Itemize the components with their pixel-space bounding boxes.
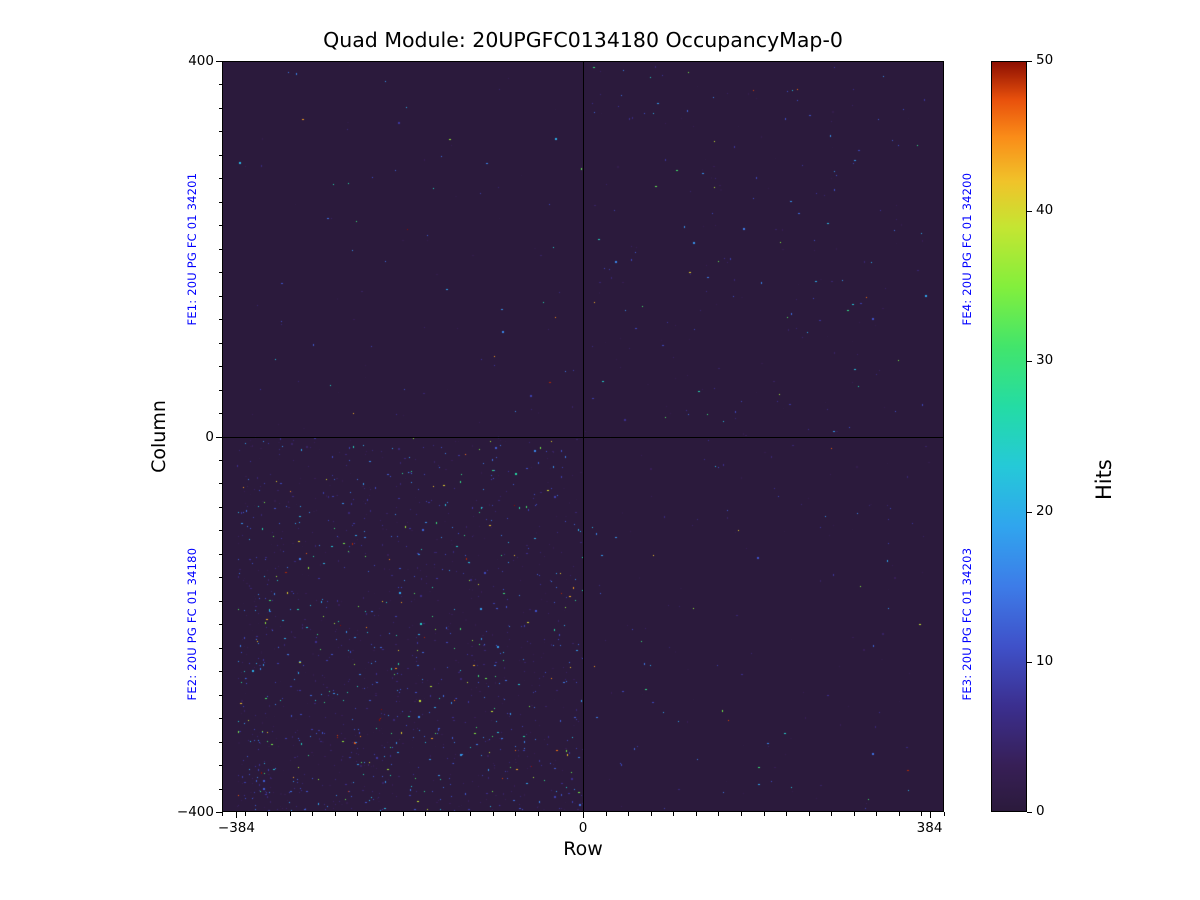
x-minor-tick <box>650 812 652 816</box>
colorbar-tick-label: 50 <box>1036 52 1054 68</box>
x-tick-label: −384 <box>217 820 255 836</box>
x-minor-tick <box>267 812 269 816</box>
x-minor-tick <box>921 812 923 816</box>
y-minor-tick <box>218 506 222 508</box>
y-tick-label: −400 <box>176 804 214 820</box>
y-minor-tick <box>218 272 222 274</box>
colorbar-container[interactable]: 50 40 30 20 10 0 <box>991 52 1053 819</box>
y-minor-tick <box>218 459 222 461</box>
x-minor-tick <box>673 812 675 816</box>
colorbar-tick <box>1027 361 1032 363</box>
x-minor-tick <box>222 812 223 816</box>
x-minor-tick <box>605 812 607 816</box>
y-minor-tick <box>218 624 222 626</box>
y-minor-tick <box>218 107 222 109</box>
x-minor-tick <box>425 812 427 816</box>
x-minor-tick <box>831 812 833 816</box>
x-minor-tick <box>402 812 404 816</box>
y-minor-tick <box>218 694 222 696</box>
colorbar-tick-label: 10 <box>1036 652 1054 669</box>
y-minor-tick <box>218 248 222 250</box>
fe1-chip-label: FE1: 20U PG FC 01 34201 <box>185 172 199 326</box>
fe3-chip-label: FE3: 20U PG FC 01 34203 <box>960 547 974 701</box>
x-minor-tick <box>492 812 494 816</box>
colorbar-gradient <box>991 61 1027 812</box>
colorbar-tick <box>1027 812 1032 813</box>
colorbar-tick-label: 0 <box>1036 803 1045 819</box>
x-minor-tick <box>379 812 381 816</box>
x-major-tick <box>236 812 238 818</box>
y-tick-label: 0 <box>205 428 214 445</box>
fe4-chip-label: FE4: 20U PG FC 01 34200 <box>960 172 974 326</box>
y-minor-tick <box>218 413 222 415</box>
x-minor-tick <box>515 812 517 816</box>
colorbar-tick-label: 30 <box>1036 352 1054 369</box>
fe2-chip-label: FE2: 20U PG FC 01 34180 <box>185 547 199 701</box>
y-minor-tick <box>218 131 222 133</box>
x-minor-tick <box>786 812 788 816</box>
y-minor-tick <box>218 765 222 767</box>
colorbar-tick <box>1027 661 1032 663</box>
x-minor-tick <box>808 812 810 816</box>
y-minor-tick <box>218 553 222 555</box>
x-minor-tick <box>537 812 539 816</box>
x-minor-tick <box>244 812 246 816</box>
y-minor-tick <box>218 577 222 579</box>
y-minor-tick <box>218 201 222 203</box>
y-minor-tick <box>218 84 222 86</box>
y-minor-tick <box>218 647 222 649</box>
y-minor-tick <box>218 718 222 720</box>
colorbar-tick <box>1027 61 1032 62</box>
y-minor-tick <box>218 788 222 790</box>
x-minor-tick <box>944 812 945 816</box>
x-minor-tick <box>898 812 900 816</box>
y-minor-tick <box>218 600 222 602</box>
y-minor-tick <box>218 530 222 532</box>
y-minor-tick <box>218 178 222 180</box>
y-major-tick <box>216 61 222 62</box>
x-minor-tick <box>763 812 765 816</box>
y-minor-tick <box>218 295 222 297</box>
y-minor-tick <box>218 319 222 321</box>
colorbar-tick <box>1027 511 1032 513</box>
x-minor-tick <box>876 812 878 816</box>
colorbar-title: Hits <box>1092 459 1116 500</box>
y-tick-label: 400 <box>188 53 214 69</box>
x-minor-tick <box>312 812 314 816</box>
colorbar-tick-label: 40 <box>1036 202 1054 219</box>
y-axis-label: Column <box>148 400 170 473</box>
x-minor-tick <box>740 812 742 816</box>
x-minor-tick <box>718 812 720 816</box>
y-minor-tick <box>218 342 222 344</box>
x-minor-tick <box>334 812 336 816</box>
x-minor-tick <box>357 812 359 816</box>
x-major-tick <box>583 812 584 818</box>
x-minor-tick <box>447 812 449 816</box>
y-minor-tick <box>218 483 222 485</box>
y-minor-tick <box>218 366 222 368</box>
colorbar-tick-label: 20 <box>1036 502 1054 519</box>
x-major-tick <box>929 812 931 818</box>
page-title: Quad Module: 20UPGFC0134180 OccupancyMap… <box>323 28 843 52</box>
y-minor-tick <box>218 389 222 391</box>
heatmap-axes[interactable] <box>222 61 944 812</box>
y-major-tick <box>216 436 222 438</box>
y-minor-tick <box>218 154 222 156</box>
x-minor-tick <box>628 812 630 816</box>
y-minor-tick <box>218 225 222 227</box>
x-axis-label: Row <box>563 838 603 860</box>
x-minor-tick <box>695 812 697 816</box>
x-minor-tick <box>470 812 472 816</box>
colorbar-tick <box>1027 211 1032 213</box>
y-minor-tick <box>218 671 222 673</box>
x-minor-tick <box>560 812 562 816</box>
x-tick-label: 384 <box>916 820 943 836</box>
x-minor-tick <box>853 812 855 816</box>
y-major-tick <box>216 812 222 813</box>
y-minor-tick <box>218 741 222 743</box>
occupancy-heatmap <box>223 62 943 811</box>
x-tick-label: 0 <box>578 820 588 836</box>
x-minor-tick <box>289 812 291 816</box>
